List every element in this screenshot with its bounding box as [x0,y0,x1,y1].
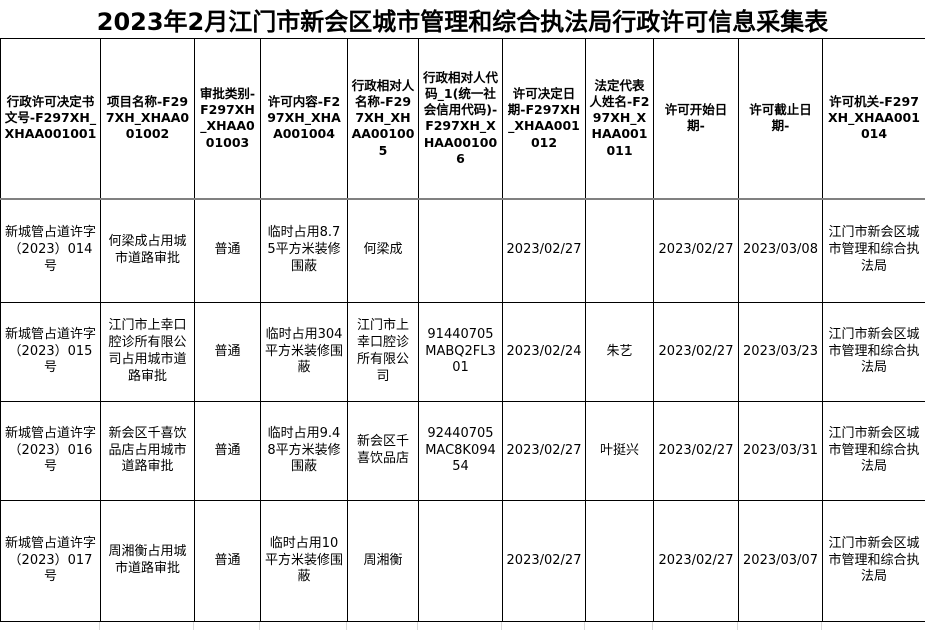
cell-counterpart-code: 91440705MABQ2FL301 [418,302,503,402]
cell-project-name: 新会区千喜饮品店占用城市道路审批 [100,401,195,501]
cell-end-date: 2023/03/23 [738,302,823,402]
cell-counterpart-name: 新会区千喜饮品店 [347,401,419,501]
cell-counterpart-code: 92440705MAC8K09454 [418,401,503,501]
cell-end-date: 2023/03/31 [738,401,823,501]
cell-counterpart-name: 周湘衡 [347,500,419,622]
header-cell-counterpart-code: 行政相对人代码_1(统一社会信用代码)-F297XH_XHAA001006 [418,38,503,200]
cell-approval-category: 普通 [194,302,261,402]
cell-decision-date: 2023/02/27 [502,401,586,501]
cell-approval-category: 普通 [194,401,261,501]
grid-line-segment [585,622,653,630]
header-cell-legal-rep-name: 法定代表人姓名-F297XH_XHAA001011 [585,38,654,200]
cell-permit-authority: 江门市新会区城市管理和综合执法局 [822,302,925,402]
cell-decision-date: 2023/02/27 [502,500,586,622]
cell-project-name: 何梁成占用城市道路审批 [100,198,195,303]
cell-legal-rep-name [585,198,654,303]
cell-decision-doc-number: 新城管占道许字（2023）016号 [0,401,101,501]
grid-line-segment [347,622,418,630]
cell-permit-authority: 江门市新会区城市管理和综合执法局 [822,198,925,303]
header-cell-permit-authority: 许可机关-F297XH_XHAA001014 [822,38,925,200]
header-cell-permit-content: 许可内容-F297XH_XHAA001004 [260,38,348,200]
cell-start-date: 2023/02/27 [653,500,739,622]
cell-decision-doc-number: 新城管占道许字（2023）015号 [0,302,101,402]
grid-line-segment [100,622,194,630]
cell-permit-content: 临时占用10平方米装修围蔽 [260,500,348,622]
cell-permit-authority: 江门市新会区城市管理和综合执法局 [822,500,925,622]
header-row: 行政许可决定书文号-F297XH_XHAA001001 项目名称-F297XH_… [0,38,925,200]
cell-end-date: 2023/03/08 [738,198,823,303]
table-row: 新城管占道许字（2023）014号 何梁成占用城市道路审批 普通 临时占用8.7… [0,198,925,303]
cell-counterpart-name: 何梁成 [347,198,419,303]
cell-decision-date: 2023/02/24 [502,302,586,402]
grid-line-segment [502,622,585,630]
cell-counterpart-name: 江门市上幸口腔诊所有限公司 [347,302,419,402]
cell-permit-content: 临时占用304平方米装修围蔽 [260,302,348,402]
cell-start-date: 2023/02/27 [653,401,739,501]
header-cell-approval-category: 审批类别-F297XH_XHAA001003 [194,38,261,200]
cell-decision-date: 2023/02/27 [502,198,586,303]
cell-decision-doc-number: 新城管占道许字（2023）014号 [0,198,101,303]
header-cell-end-date: 许可截止日期- [738,38,823,200]
table-row: 新城管占道许字（2023）017号 周湘衡占用城市道路审批 普通 临时占用10平… [0,500,925,622]
header-cell-project-name: 项目名称-F297XH_XHAA001002 [100,38,195,200]
cell-legal-rep-name [585,500,654,622]
cell-approval-category: 普通 [194,500,261,622]
cell-permit-authority: 江门市新会区城市管理和综合执法局 [822,401,925,501]
cell-permit-content: 临时占用9.48平方米装修围蔽 [260,401,348,501]
cell-counterpart-code [418,198,503,303]
permit-info-table: 行政许可决定书文号-F297XH_XHAA001001 项目名称-F297XH_… [0,38,925,622]
grid-line-segment [418,622,502,630]
table-row: 新城管占道许字（2023）015号 江门市上幸口腔诊所有限公司占用城市道路审批 … [0,302,925,402]
header-cell-start-date: 许可开始日期- [653,38,739,200]
cell-approval-category: 普通 [194,198,261,303]
grid-line-segment [653,622,738,630]
cell-decision-doc-number: 新城管占道许字（2023）017号 [0,500,101,622]
grid-line-segment [194,622,260,630]
header-cell-counterpart-name: 行政相对人名称-F297XH_XHAA001005 [347,38,419,200]
cell-project-name: 江门市上幸口腔诊所有限公司占用城市道路审批 [100,302,195,402]
cell-project-name: 周湘衡占用城市道路审批 [100,500,195,622]
header-cell-decision-doc-number: 行政许可决定书文号-F297XH_XHAA001001 [0,38,101,200]
page-title: 2023年2月江门市新会区城市管理和综合执法局行政许可信息采集表 [96,7,829,36]
cell-legal-rep-name: 叶挺兴 [585,401,654,501]
grid-line-segment [260,622,347,630]
cell-end-date: 2023/03/07 [738,500,823,622]
grid-continuation [0,622,925,630]
cell-legal-rep-name: 朱艺 [585,302,654,402]
cell-start-date: 2023/02/27 [653,302,739,402]
cell-permit-content: 临时占用8.75平方米装修围蔽 [260,198,348,303]
cell-start-date: 2023/02/27 [653,198,739,303]
table-row: 新城管占道许字（2023）016号 新会区千喜饮品店占用城市道路审批 普通 临时… [0,401,925,501]
grid-line-segment [822,622,925,630]
grid-line-segment [0,622,100,630]
grid-line-segment [738,622,822,630]
cell-counterpart-code [418,500,503,622]
header-cell-decision-date: 许可决定日期-F297XH_XHAA001012 [502,38,586,200]
